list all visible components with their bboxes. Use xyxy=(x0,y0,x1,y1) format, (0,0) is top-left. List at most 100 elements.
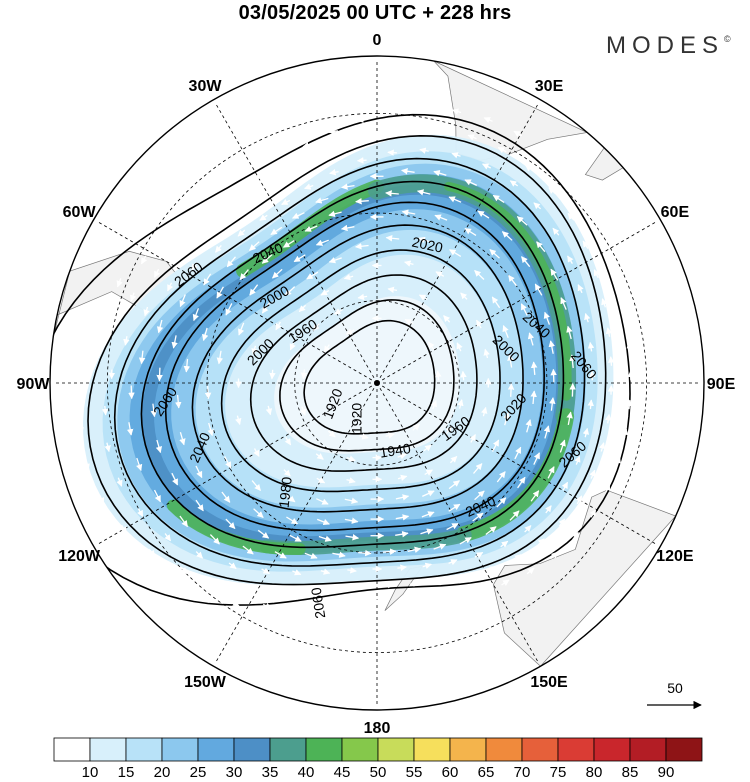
jet-core-3 xyxy=(456,408,575,543)
wind-vector xyxy=(491,439,500,452)
colorbar-tick-label: 75 xyxy=(550,764,567,781)
wind-vector xyxy=(500,540,509,548)
wind-vector xyxy=(315,197,329,204)
wind-vector xyxy=(343,273,354,281)
wind-vector xyxy=(626,399,633,410)
wind-vector xyxy=(179,432,186,446)
longitude-label: 120W xyxy=(58,548,101,565)
wind-vector xyxy=(526,567,535,575)
wind-vector xyxy=(387,108,398,116)
contour-label-text: 2060 xyxy=(308,586,329,619)
longitude-label: 30E xyxy=(535,78,564,95)
contour-line-2 xyxy=(249,274,478,472)
wind-vector xyxy=(607,356,615,366)
copyright-mark: © xyxy=(724,34,731,44)
wind-vector xyxy=(179,294,186,308)
wind-vector xyxy=(213,578,222,585)
colorbar-swatch xyxy=(53,737,91,762)
wind-vector xyxy=(589,469,596,479)
colorbar: 10 15 20 25 30 35 40 45 50 55 60 65 70 75 80 85 90 xyxy=(53,737,703,781)
wind-vector xyxy=(420,528,434,535)
wind-vector xyxy=(171,472,179,486)
wind-vector xyxy=(467,134,477,141)
wind-vector xyxy=(104,541,111,550)
wind-vector xyxy=(525,419,532,433)
colorbar-swatch xyxy=(593,737,631,762)
contour-line-0 xyxy=(303,319,436,435)
wind-vector xyxy=(257,529,270,539)
wind-vector xyxy=(209,534,220,545)
wind-vector xyxy=(356,157,367,164)
wind-vector xyxy=(545,505,552,514)
wind-vector xyxy=(275,321,282,331)
wind-vector xyxy=(550,368,557,383)
wind-vector xyxy=(93,304,101,315)
wind-vector xyxy=(582,197,590,206)
wind-vector xyxy=(316,477,326,484)
wind-vector xyxy=(192,308,200,322)
wind-vector xyxy=(476,319,483,329)
map-boundary xyxy=(49,55,705,711)
wind-vector xyxy=(128,385,135,400)
colorbar-tick-label: 70 xyxy=(514,764,531,781)
wind-vector xyxy=(235,415,242,426)
wind-vector xyxy=(460,370,467,381)
wind-vector xyxy=(356,116,367,124)
wind-vector xyxy=(238,322,245,336)
wind-vector xyxy=(195,499,204,512)
longitude-label: 30W xyxy=(189,78,223,95)
wind-vector xyxy=(292,569,302,576)
wind-vector xyxy=(299,406,307,416)
wind-vector xyxy=(516,216,528,226)
wind-vector xyxy=(407,546,422,553)
wind-vector xyxy=(433,543,447,550)
wind-vector xyxy=(359,433,369,440)
wind-vector xyxy=(249,241,260,251)
colorbar-tick-label: 55 xyxy=(406,764,423,781)
colorbar-tick-label: 60 xyxy=(442,764,459,781)
colorbar-swatch xyxy=(449,737,487,762)
wind-vector xyxy=(409,580,420,587)
wind-vector xyxy=(189,219,196,228)
wind-vector xyxy=(347,567,357,574)
colorbar-swatch xyxy=(197,737,235,762)
colorbar-swatch xyxy=(305,737,343,762)
wind-vector xyxy=(530,390,537,405)
wind-vector xyxy=(289,341,296,351)
wind-vector xyxy=(253,508,264,518)
wind-vector xyxy=(101,405,109,416)
wind-vector xyxy=(344,497,359,504)
wind-vector xyxy=(513,130,523,138)
wind-vector xyxy=(572,531,579,540)
wind-vector xyxy=(137,508,144,518)
wind-vector xyxy=(421,511,435,518)
wind-vector xyxy=(304,225,318,232)
wind-vector xyxy=(618,283,625,293)
wind-vector xyxy=(443,315,451,323)
wind-vector xyxy=(341,183,355,190)
wind-speed-shading xyxy=(83,134,614,586)
wind-vector xyxy=(448,196,462,203)
wind-vector xyxy=(304,183,314,190)
wind-vector xyxy=(508,274,518,287)
wind-vector xyxy=(496,471,506,483)
contour-label-text: 1920 xyxy=(349,403,365,434)
wind-vector xyxy=(448,503,461,512)
wind-vector xyxy=(574,455,581,465)
wind-vector xyxy=(284,436,292,446)
wind-vector xyxy=(265,405,273,416)
wind-vector xyxy=(320,601,331,609)
colorbar-tick-label: 20 xyxy=(154,764,171,781)
wind-vector xyxy=(449,249,462,257)
wind-vector xyxy=(461,573,471,580)
wind-vector xyxy=(203,273,212,286)
wind-vector xyxy=(291,170,301,177)
wind-vector xyxy=(626,341,633,352)
wind-vector xyxy=(323,344,331,353)
longitude-label: 180 xyxy=(364,720,391,737)
wind-vector xyxy=(282,239,295,248)
wind-vector xyxy=(347,600,357,607)
wind-vector xyxy=(249,284,259,296)
longitude-label: 120E xyxy=(656,548,694,565)
wind-vector xyxy=(231,600,240,607)
